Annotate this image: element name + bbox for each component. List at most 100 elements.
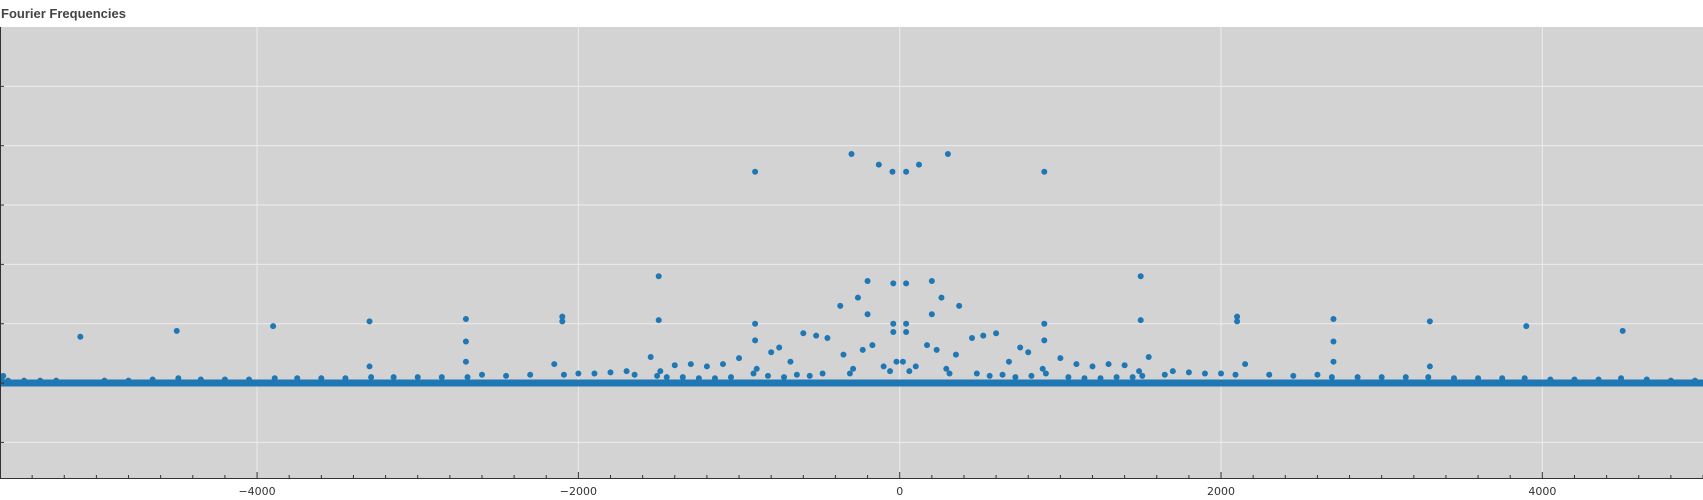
- data-point: [478, 371, 485, 378]
- data-point: [503, 372, 510, 379]
- data-point: [1113, 374, 1120, 381]
- data-point: [859, 346, 866, 353]
- data-point: [993, 330, 1000, 337]
- data-point: [880, 363, 887, 370]
- data-point: [768, 349, 775, 356]
- data-point: [1161, 371, 1168, 378]
- data-point: [1523, 323, 1530, 330]
- data-point: [864, 277, 871, 284]
- data-point: [1105, 361, 1112, 368]
- data-point: [1425, 374, 1432, 381]
- data-point: [840, 351, 847, 358]
- data-point: [750, 370, 757, 377]
- data-point: [986, 372, 993, 379]
- data-point: [736, 355, 743, 362]
- data-point: [575, 370, 582, 377]
- data-point: [813, 332, 820, 339]
- data-point: [837, 302, 844, 309]
- data-point: [1242, 361, 1249, 368]
- data-point: [1129, 374, 1136, 381]
- data-point: [173, 327, 180, 334]
- data-point: [1041, 168, 1048, 175]
- data-point: [846, 370, 853, 377]
- data-point: [1354, 374, 1361, 381]
- data-point: [806, 372, 813, 379]
- data-point: [271, 375, 278, 382]
- data-point: [1097, 375, 1104, 382]
- data-point: [368, 374, 375, 381]
- data-point: [928, 277, 935, 284]
- data-point: [462, 358, 469, 365]
- data-point: [943, 365, 950, 372]
- data-point: [221, 376, 228, 383]
- data-point: [893, 358, 900, 365]
- data-points: [0, 150, 1698, 384]
- x-tick-label: 2000: [1207, 485, 1235, 498]
- data-point: [899, 358, 906, 365]
- data-point: [906, 368, 913, 375]
- data-point: [655, 317, 662, 324]
- data-point: [591, 370, 598, 377]
- data-point: [752, 320, 759, 327]
- data-point: [695, 375, 702, 382]
- data-point: [270, 323, 277, 330]
- data-point: [1005, 358, 1012, 365]
- data-point: [462, 338, 469, 345]
- data-point: [462, 315, 469, 322]
- data-point: [1201, 370, 1208, 377]
- data-point: [294, 375, 301, 382]
- data-point: [752, 168, 759, 175]
- data-point: [711, 375, 718, 382]
- data-point: [1595, 376, 1602, 383]
- x-tick-label: −2000: [560, 485, 597, 498]
- data-point: [999, 371, 1006, 378]
- data-point: [915, 161, 922, 168]
- data-point: [1028, 372, 1035, 379]
- data-point: [559, 318, 566, 325]
- data-point: [869, 342, 876, 349]
- data-point: [728, 374, 735, 381]
- data-point: [438, 374, 445, 381]
- data-point: [968, 334, 975, 341]
- data-point: [1025, 349, 1032, 356]
- data-point: [1073, 361, 1080, 368]
- data-point: [654, 372, 661, 379]
- data-point: [1232, 371, 1239, 378]
- data-point: [1330, 315, 1337, 322]
- data-point: [1330, 358, 1337, 365]
- data-point: [850, 365, 857, 372]
- data-point: [1426, 363, 1433, 370]
- x-tick-label: −4000: [238, 485, 275, 498]
- data-point: [679, 374, 686, 381]
- data-point: [1290, 372, 1297, 379]
- data-point: [657, 368, 664, 375]
- data-point: [559, 313, 566, 320]
- data-point: [464, 374, 471, 381]
- data-point: [903, 280, 910, 287]
- data-point: [1521, 375, 1528, 382]
- data-point: [875, 161, 882, 168]
- data-point: [1039, 365, 1046, 372]
- data-point: [1121, 362, 1128, 369]
- data-point: [1330, 338, 1337, 345]
- data-point: [366, 318, 373, 325]
- data-point: [1314, 371, 1321, 378]
- data-point: [781, 374, 788, 381]
- data-point: [973, 370, 980, 377]
- data-point: [928, 311, 935, 318]
- data-point: [1139, 372, 1146, 379]
- data-point: [1065, 374, 1072, 381]
- data-point: [623, 368, 630, 375]
- data-point: [703, 363, 710, 370]
- data-point: [1185, 369, 1192, 376]
- chart-title: Fourier Frequencies: [1, 6, 126, 21]
- data-point: [1218, 370, 1225, 377]
- data-point: [366, 363, 373, 370]
- data-point: [5, 377, 12, 384]
- data-point: [527, 371, 534, 378]
- data-point: [890, 320, 897, 327]
- data-point: [671, 362, 678, 369]
- data-point: [1378, 374, 1385, 381]
- data-point: [854, 294, 861, 301]
- data-point: [952, 351, 959, 358]
